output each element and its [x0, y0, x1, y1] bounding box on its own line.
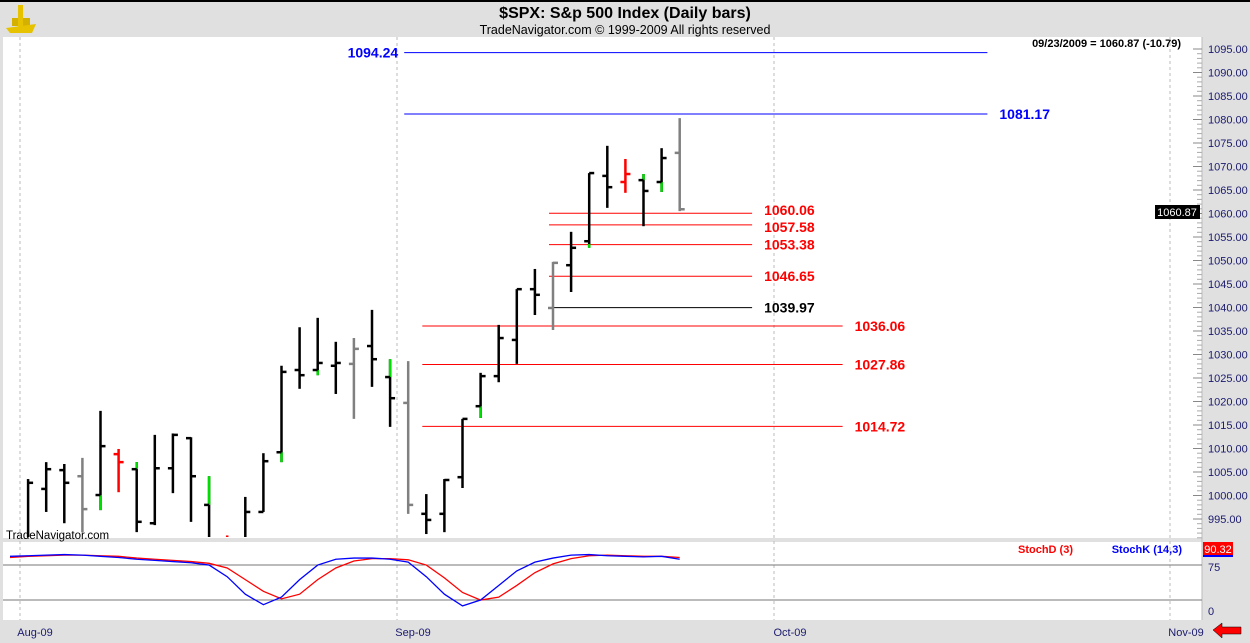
scroll-left-arrow-icon[interactable] [1212, 622, 1242, 639]
copyright: TradeNavigator.com © 1999-2009 All right… [480, 23, 771, 37]
chart-title: $SPX: S&p 500 Index (Daily bars) [499, 5, 751, 22]
y-tick-label: 1035.00 [1208, 326, 1248, 338]
y-tick-label: 1025.00 [1208, 373, 1248, 385]
y-tick-label: 1090.00 [1208, 68, 1248, 80]
y-tick-label: 1005.00 [1208, 467, 1248, 479]
y-tick-label: 1070.00 [1208, 162, 1248, 174]
y-tick-label: 1095.00 [1208, 44, 1248, 56]
stochd-legend: StochD (3) [1018, 544, 1073, 556]
y-tick-label: 1080.00 [1208, 115, 1248, 127]
level-label: 1060.06 [764, 202, 815, 218]
y-tick-label: 1045.00 [1208, 279, 1248, 291]
y-tick-label: 1085.00 [1208, 91, 1248, 103]
x-tick-label: Aug-09 [17, 627, 52, 639]
y-tick-label: 1050.00 [1208, 256, 1248, 268]
watermark: TradeNavigator.com [6, 530, 109, 542]
level-label: 1036.06 [855, 318, 906, 334]
x-tick-label: Nov-09 [1168, 627, 1203, 639]
level-label: 1053.38 [764, 237, 815, 253]
svg-text:90.32: 90.32 [1204, 544, 1232, 556]
x-tick-label: Oct-09 [773, 627, 806, 639]
level-label: 1094.24 [348, 45, 399, 61]
level-label: 1057.58 [764, 219, 815, 235]
stoch-last-tag: 90.32 [1203, 542, 1233, 557]
last-price-tag: 1060.87 [1155, 205, 1200, 219]
y-tick-label: 1055.00 [1208, 232, 1248, 244]
stoch-tick-0: 0 [1208, 606, 1214, 618]
stochk-line [9, 553, 680, 607]
y-tick-label: 1015.00 [1208, 420, 1248, 432]
price-panel[interactable] [3, 37, 1202, 538]
x-tick-label: Sep-09 [395, 627, 430, 639]
y-tick-label: 1010.00 [1208, 444, 1248, 456]
stochd-line [9, 554, 680, 601]
level-label: 1046.65 [764, 268, 815, 284]
level-label: 1039.97 [764, 300, 815, 316]
y-tick-label: 1075.00 [1208, 138, 1248, 150]
level-label: 1014.72 [855, 418, 906, 434]
y-tick-label: 1000.00 [1208, 491, 1248, 503]
price-readout: 09/23/2009 = 1060.87 (-10.79) [1032, 38, 1181, 50]
level-label: 1081.17 [999, 106, 1050, 122]
y-tick-label: 1040.00 [1208, 303, 1248, 315]
y-tick-label: 1030.00 [1208, 350, 1248, 362]
stoch-tick-75: 75 [1208, 562, 1220, 574]
y-tick-label: 1020.00 [1208, 397, 1248, 409]
stochk-legend: StochK (14,3) [1112, 544, 1183, 556]
svg-text:1060.87: 1060.87 [1157, 207, 1197, 219]
level-label: 1027.86 [855, 357, 906, 373]
y-tick-label: 995.00 [1208, 514, 1242, 526]
y-tick-label: 1060.00 [1208, 209, 1248, 221]
sextant-logo-icon [6, 5, 36, 33]
y-tick-label: 1065.00 [1208, 185, 1248, 197]
